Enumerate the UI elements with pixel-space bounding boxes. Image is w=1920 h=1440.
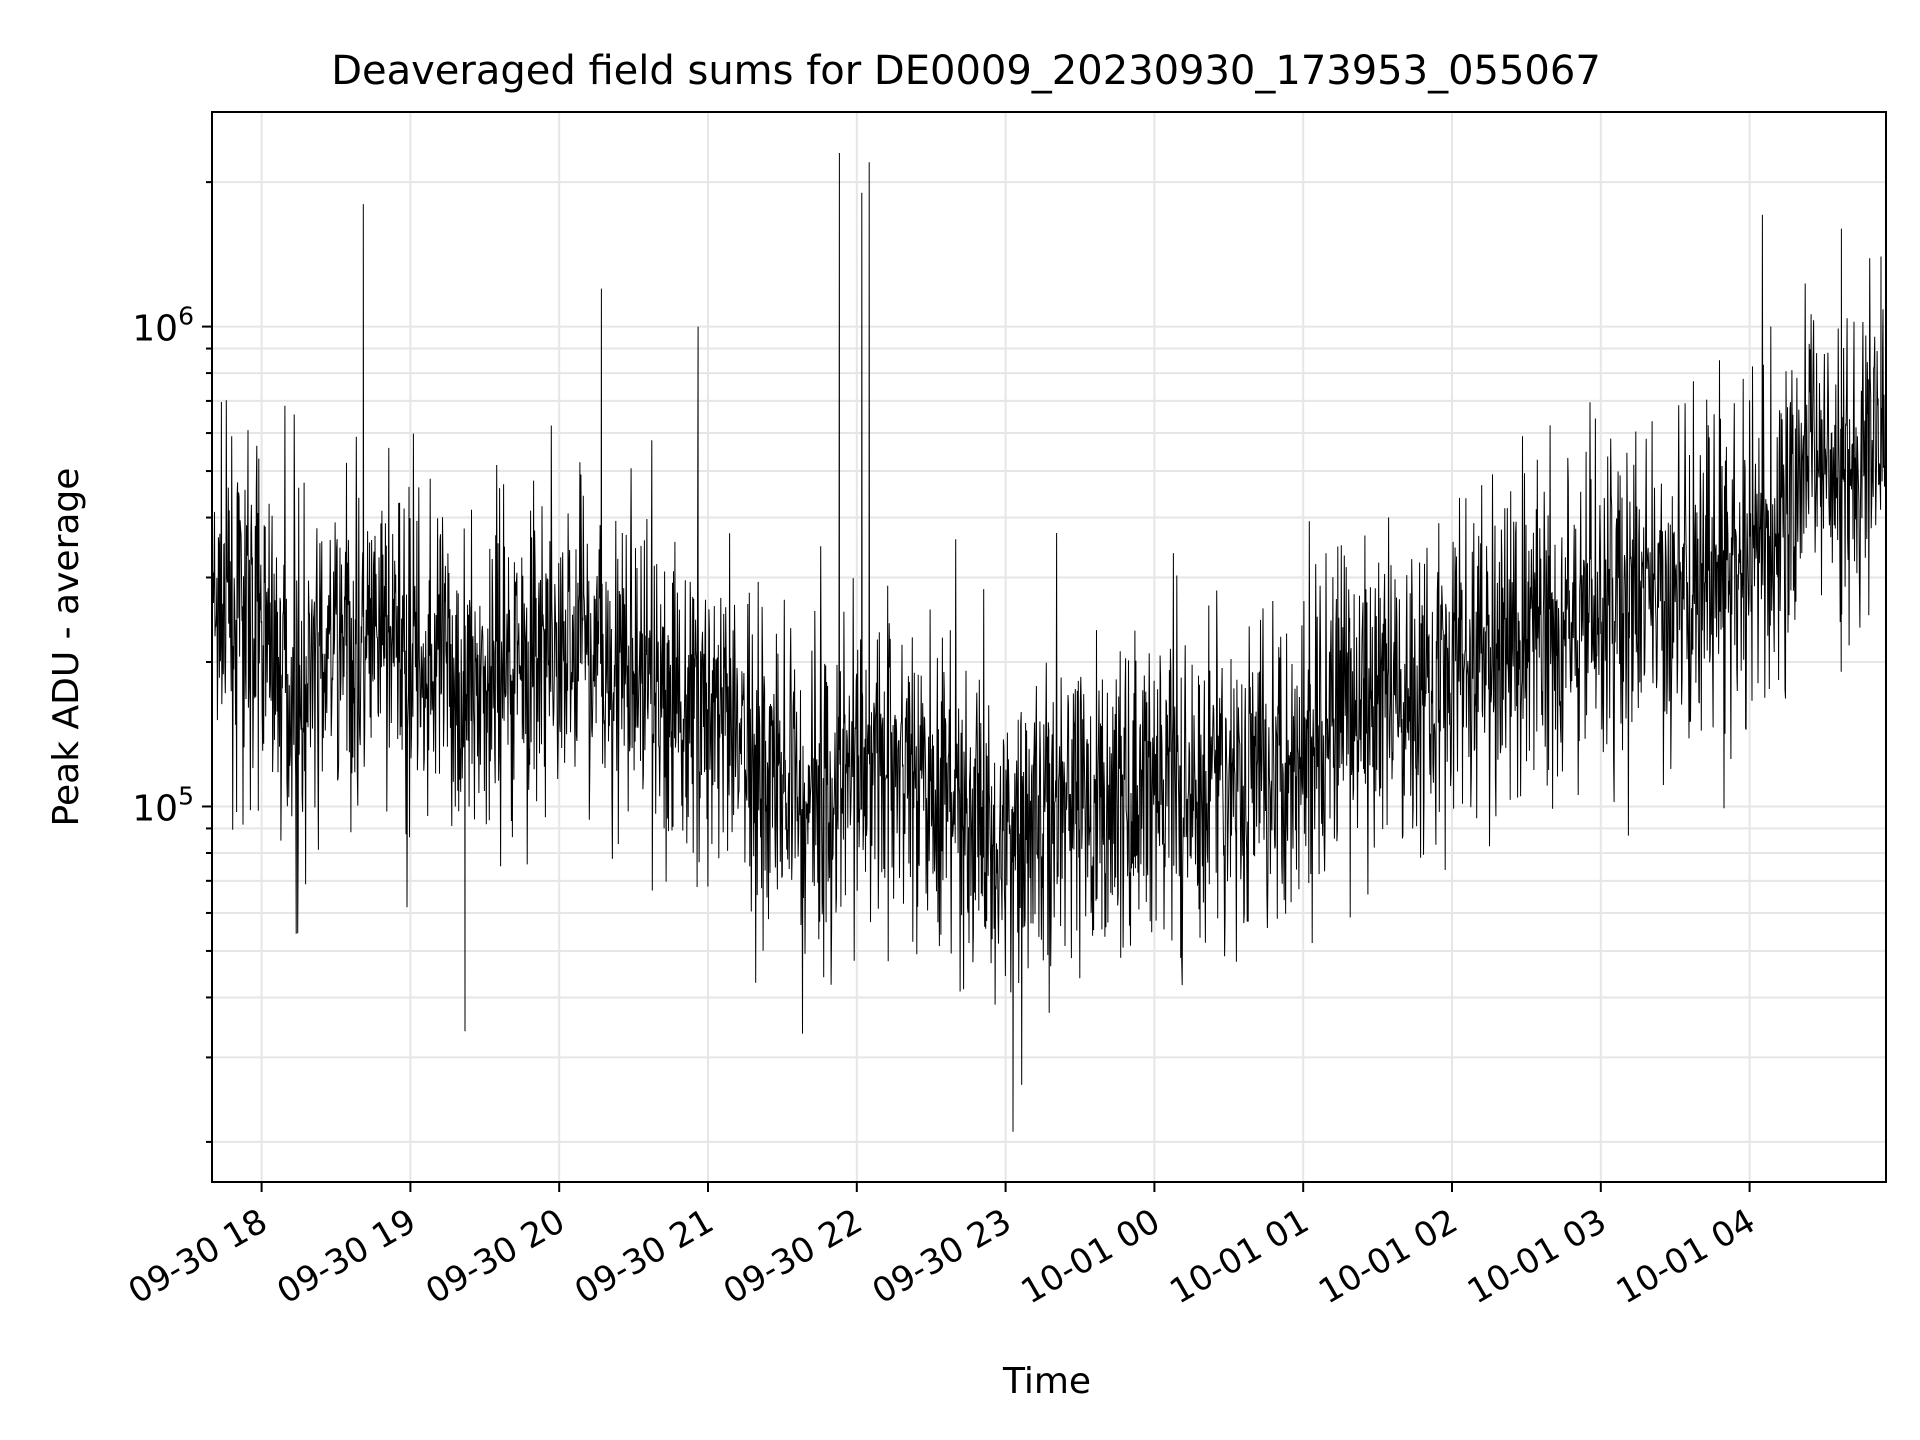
y-tick-label: 106	[132, 302, 194, 350]
plot-area	[211, 152, 1887, 1132]
axes-frame	[211, 111, 1887, 1183]
y-axis-label: Peak ADU - average	[46, 468, 87, 827]
chart-title: Deaveraged field sums for DE0009_2023093…	[331, 48, 1601, 94]
series-line	[211, 152, 1887, 1132]
y-tick-label: 105	[132, 781, 194, 829]
x-axis-label: Time	[1002, 1361, 1091, 1402]
